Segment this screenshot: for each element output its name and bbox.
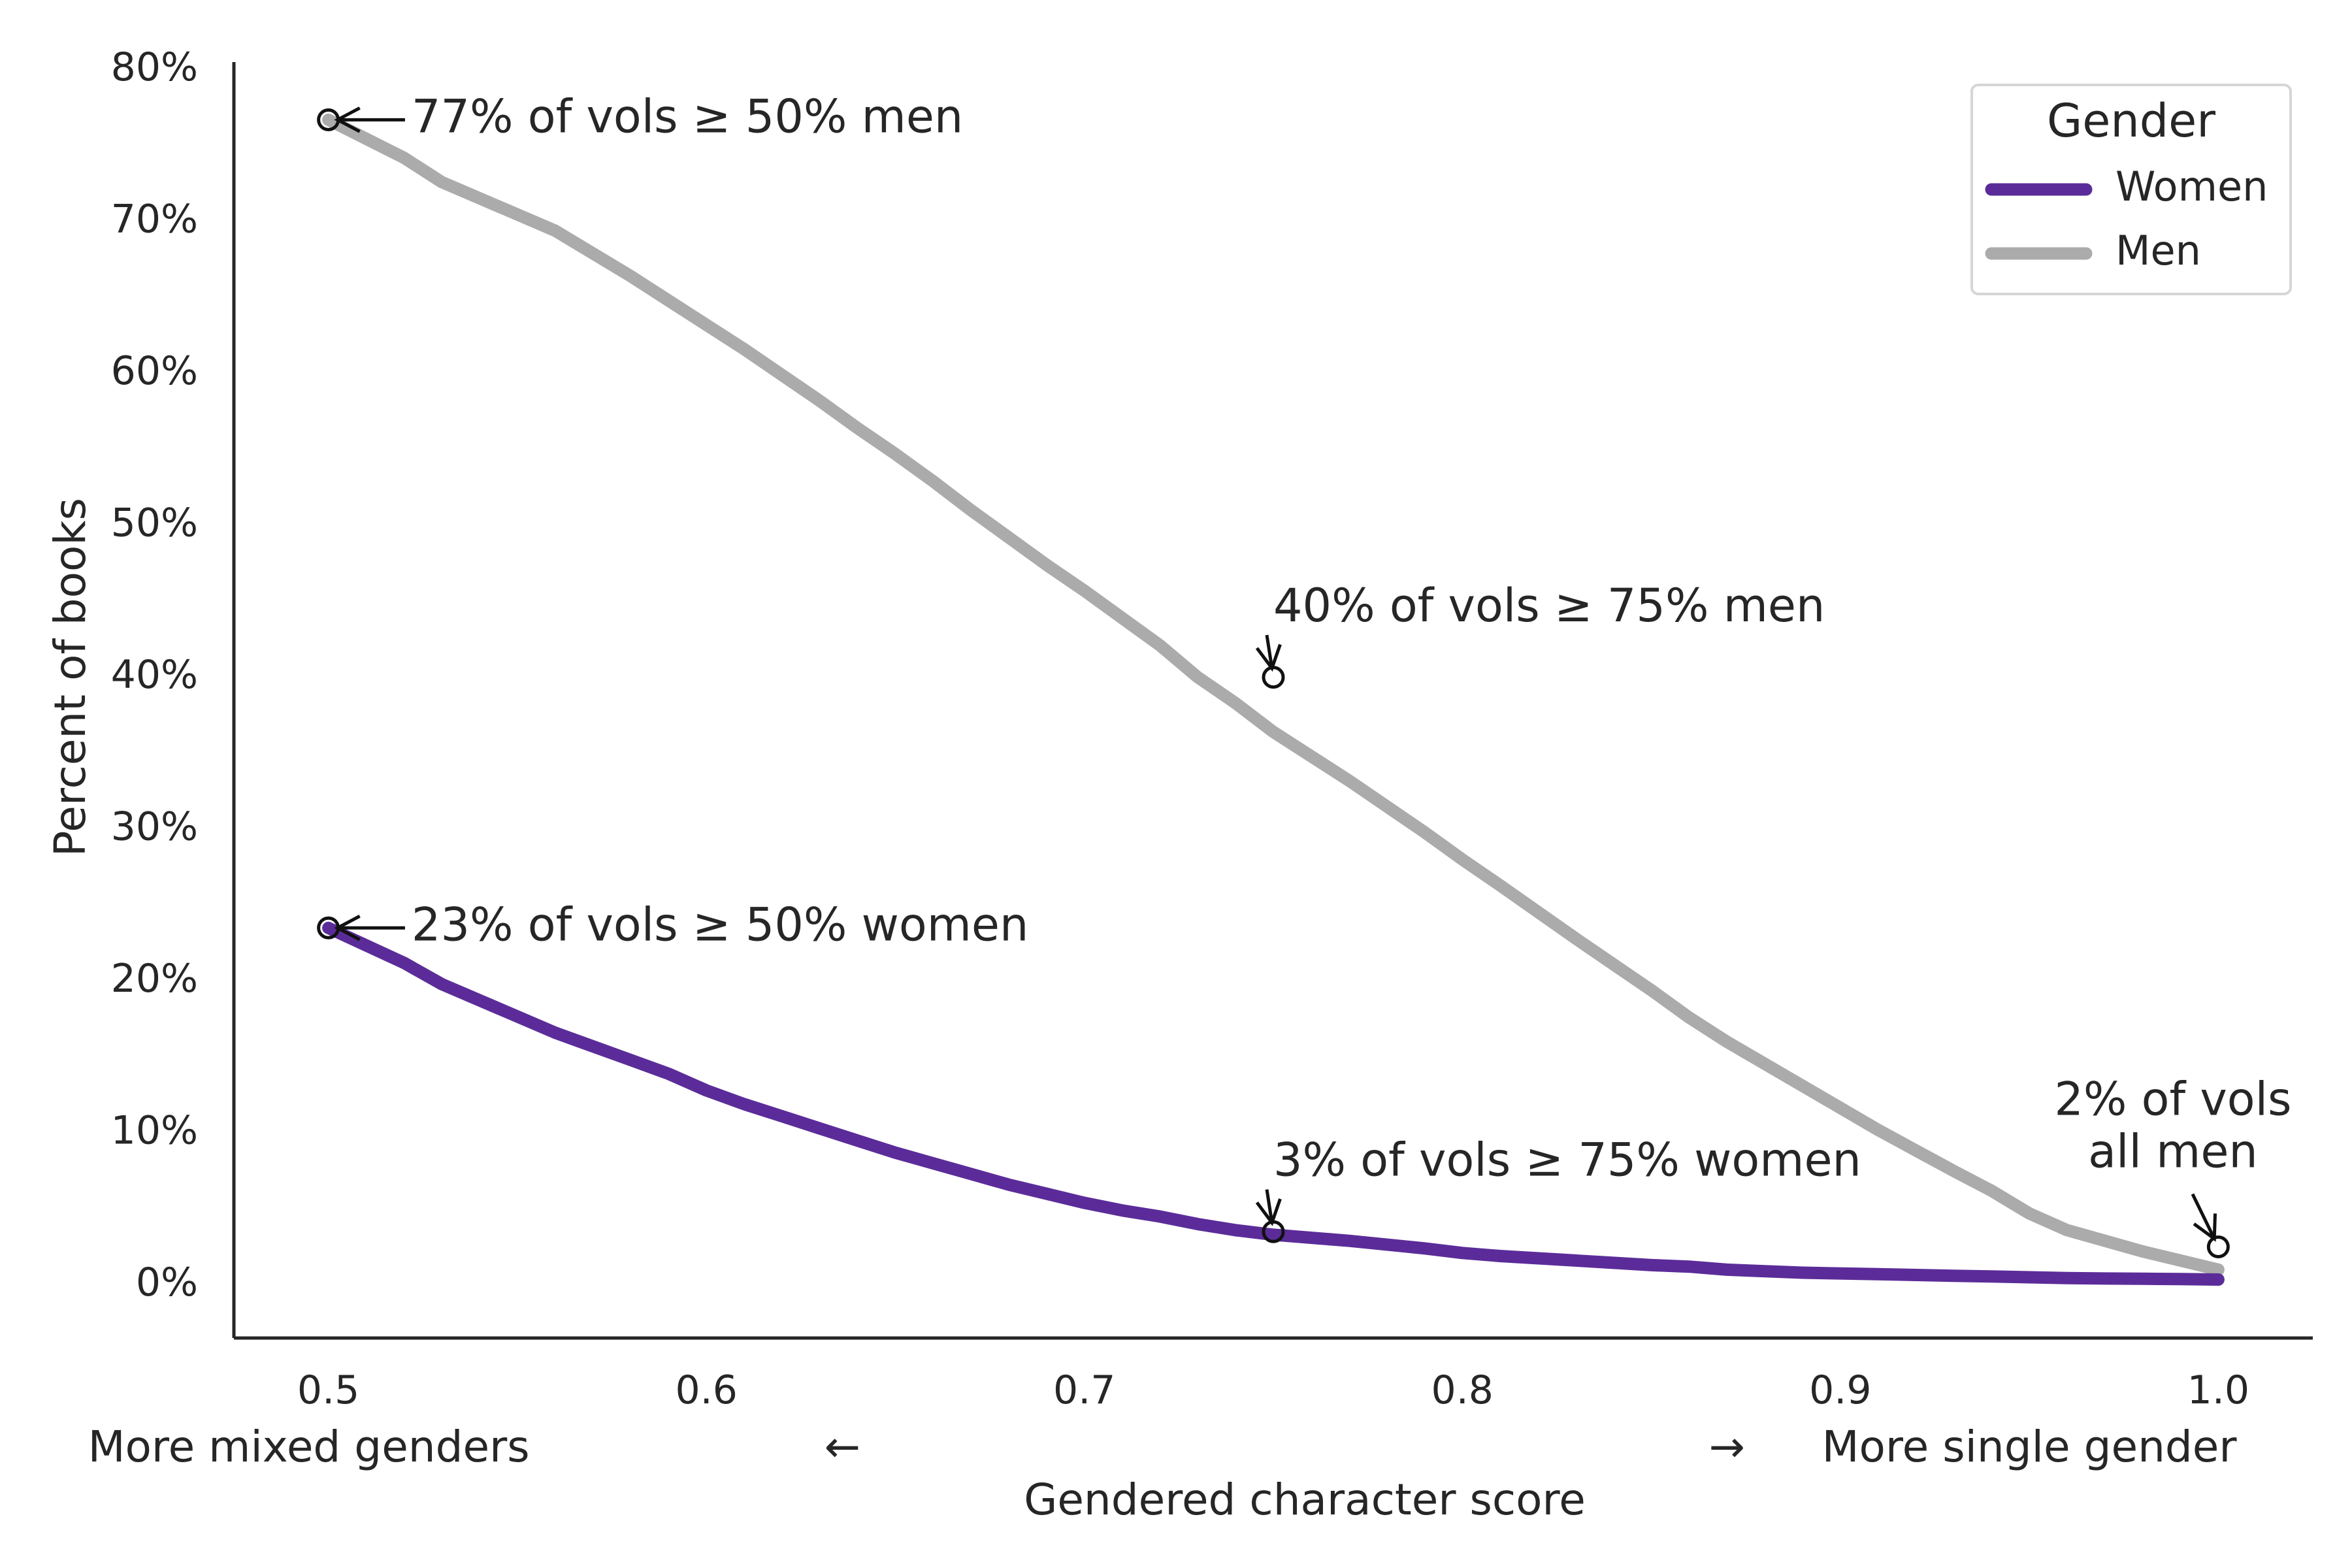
y-tick-label: 50% [111, 500, 198, 546]
legend-label-women: Women [2115, 163, 2268, 210]
annotation-arrowhead [1255, 644, 1282, 672]
annotation-arrowhead [1255, 1198, 1282, 1226]
y-tick-label: 70% [111, 197, 198, 242]
x-tick-label: 0.6 [675, 1367, 737, 1413]
y-tick-label: 80% [111, 44, 198, 90]
x-tick-label: 0.8 [1431, 1367, 1494, 1413]
series-group [322, 113, 2225, 1286]
y-tick-label: 10% [111, 1108, 198, 1154]
y-axis-title: Percent of books [45, 498, 95, 857]
x-tick-label: 0.9 [1809, 1367, 1871, 1413]
annotation-text: all men [2088, 1125, 2258, 1179]
annotations-group: 77% of vols ≥ 50% men 23% of vols ≥ 50% w… [317, 90, 2292, 1258]
annotation-text: 2% of vols [2054, 1073, 2291, 1126]
annotation-arrow [1265, 1189, 1274, 1223]
annotation-arrowhead [2193, 1213, 2217, 1242]
y-tick-labels: 0% 10% 20% 30% 40% 50% 60% 70% 80% [111, 44, 198, 1305]
legend-box [1970, 84, 2292, 295]
x-tick-labels: 0.5 0.6 0.7 0.8 0.9 1.0 [297, 1367, 2249, 1413]
x-tick-label: 0.5 [297, 1367, 359, 1413]
annotation-arrowhead [334, 915, 361, 941]
x-tick-label: 1.0 [2187, 1367, 2249, 1413]
annotation-text: 23% of vols ≥ 50% women [412, 898, 1028, 951]
annotation-marker [2206, 1235, 2230, 1258]
axes [232, 62, 2313, 1340]
annotation-text: 77% of vols ≥ 50% men [412, 90, 963, 143]
series-line-women [322, 921, 2225, 1286]
y-tick-label: 30% [111, 804, 198, 850]
series-line-men [322, 113, 2225, 1276]
annotation-arrow [1265, 634, 1274, 669]
x-tick-label: 0.7 [1053, 1367, 1115, 1413]
legend-label-men: Men [2115, 227, 2201, 274]
x-end-arrow-right: → [1709, 1422, 1745, 1472]
y-tick-label: 60% [111, 348, 198, 394]
annotation-arrow [2191, 1193, 2216, 1240]
x-end-label-right: More single gender [1822, 1422, 2238, 1472]
y-tick-label: 40% [111, 652, 198, 698]
annotation-text: 3% of vols ≥ 75% women [1273, 1134, 1861, 1187]
annotation-text: 40% of vols ≥ 75% men [1273, 579, 1825, 632]
y-tick-label: 20% [111, 956, 198, 1002]
annotation-marker [1262, 666, 1285, 689]
x-end-arrow-left: ← [825, 1422, 860, 1472]
legend: Gender Women Men [1970, 84, 2292, 295]
x-axis-title: Gendered character score [1024, 1475, 1586, 1525]
y-tick-label: 0% [136, 1260, 198, 1305]
legend-title: Gender [2047, 94, 2215, 148]
x-end-label-left: More mixed genders [88, 1422, 530, 1472]
annotation-arrowhead [334, 106, 361, 133]
